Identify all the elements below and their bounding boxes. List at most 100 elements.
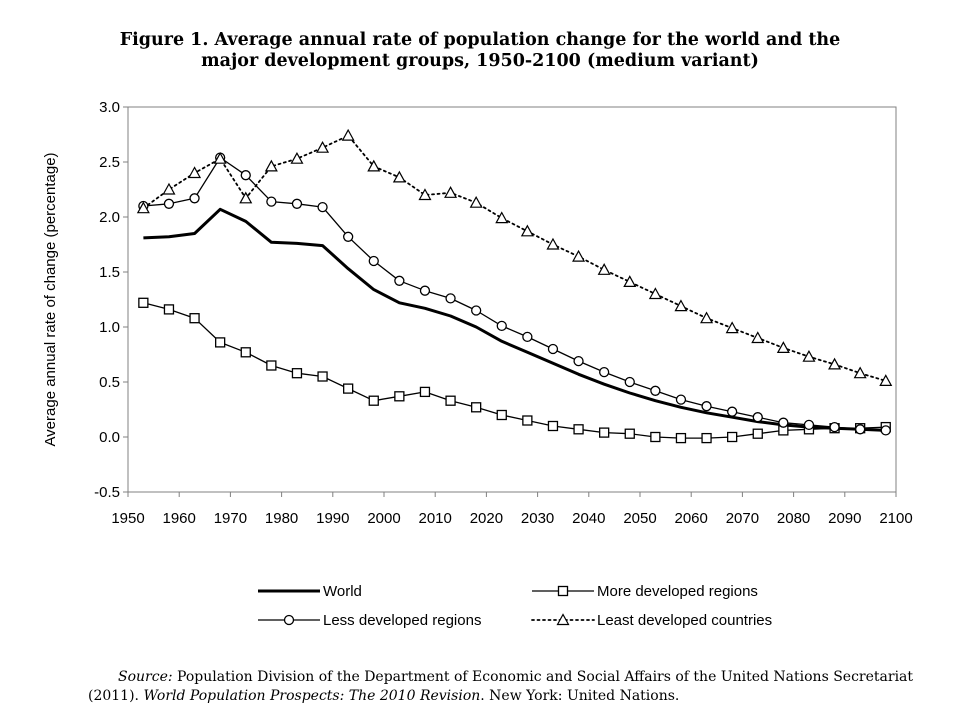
data-point-less-developed-regions	[855, 424, 866, 435]
legend-label: World	[323, 583, 362, 600]
series-line-least-developed-countries	[142, 134, 887, 382]
data-point-least-developed-countries	[572, 249, 586, 262]
data-point-least-developed-countries	[674, 299, 688, 312]
data-point-more-developed-regions	[215, 337, 226, 348]
legend-swatch-marker	[557, 585, 569, 597]
data-point-least-developed-countries	[828, 357, 842, 370]
data-point-less-developed-regions	[291, 198, 303, 209]
source-label: Source:	[118, 669, 173, 685]
source-note: Source: Population Division of the Depar…	[88, 668, 913, 706]
data-point-least-developed-countries	[264, 159, 278, 172]
series-world	[143, 207, 886, 432]
data-point-least-developed-countries	[725, 321, 739, 334]
data-point-less-developed-regions	[599, 366, 610, 378]
data-point-less-developed-regions	[266, 196, 277, 207]
data-point-more-developed-regions	[701, 432, 712, 444]
legend-item-more-developed-regions: More developed regions	[532, 583, 758, 600]
legend-label: More developed regions	[597, 583, 758, 600]
y-tick-label: 0.5	[99, 374, 120, 391]
data-point-least-developed-countries	[341, 128, 355, 141]
source-text-prefix: (2011).	[88, 688, 144, 704]
series-less-developed-regions	[138, 152, 891, 436]
x-tick-label: 2030	[521, 510, 554, 527]
data-point-least-developed-countries	[776, 341, 790, 353]
data-point-less-developed-regions	[829, 421, 840, 433]
x-tick-label: 2070	[726, 510, 759, 527]
data-point-less-developed-regions	[727, 406, 738, 417]
data-point-less-developed-regions	[496, 320, 507, 332]
legend-swatch-marker	[283, 614, 295, 626]
data-point-least-developed-countries	[597, 263, 611, 275]
data-point-more-developed-regions	[496, 409, 507, 421]
y-tick-label: 0.0	[99, 429, 120, 446]
data-point-least-developed-countries	[444, 186, 458, 198]
data-point-least-developed-countries	[469, 195, 483, 208]
data-point-less-developed-regions	[778, 417, 789, 428]
plot-frame	[127, 106, 897, 493]
x-tick-label: 2050	[623, 510, 656, 527]
legend-label: Less developed regions	[323, 612, 481, 629]
figure-title-line-2: major development groups, 1950-2100 (med…	[201, 51, 759, 71]
x-tick-label: 1960	[163, 510, 196, 527]
y-tick-label: 2.0	[99, 209, 120, 226]
data-point-more-developed-regions	[291, 368, 303, 379]
legend-label: Least developed countries	[597, 612, 772, 629]
data-point-least-developed-countries	[802, 349, 816, 362]
data-point-more-developed-regions	[522, 415, 533, 426]
x-tick-label: 2000	[367, 510, 400, 527]
data-point-least-developed-countries	[495, 211, 509, 224]
data-point-least-developed-countries	[623, 275, 637, 287]
data-point-less-developed-regions	[650, 385, 661, 396]
x-tick-label: 1950	[111, 510, 144, 527]
x-tick-label: 2100	[879, 510, 912, 527]
data-point-more-developed-regions	[445, 395, 456, 406]
series-line-more-developed-regions	[143, 302, 886, 439]
x-tick-label: 2060	[675, 510, 708, 527]
data-point-more-developed-regions	[317, 371, 328, 382]
data-point-more-developed-regions	[343, 383, 354, 394]
data-point-less-developed-regions	[163, 198, 175, 209]
data-point-less-developed-regions	[803, 419, 815, 431]
data-point-less-developed-regions	[445, 293, 456, 304]
data-point-less-developed-regions	[471, 305, 482, 316]
x-tick-label: 1980	[265, 510, 298, 527]
x-tick-label: 1970	[214, 510, 247, 527]
figure-title-line-1: Figure 1. Average annual rate of populat…	[119, 30, 841, 50]
data-point-more-developed-regions	[266, 360, 277, 371]
data-point-least-developed-countries	[136, 201, 150, 214]
data-point-least-developed-countries	[520, 224, 534, 237]
data-point-less-developed-regions	[701, 401, 712, 412]
y-tick-label: 3.0	[99, 99, 120, 116]
data-point-less-developed-regions	[394, 275, 405, 286]
x-tick-label: 2080	[777, 510, 810, 527]
data-point-less-developed-regions	[317, 201, 328, 213]
data-point-less-developed-regions	[573, 355, 584, 367]
series-line-world	[143, 207, 886, 432]
data-point-more-developed-regions	[368, 395, 379, 406]
data-point-less-developed-regions	[880, 425, 891, 436]
data-point-more-developed-regions	[624, 428, 635, 439]
data-point-more-developed-regions	[163, 304, 175, 315]
data-point-less-developed-regions	[752, 412, 763, 423]
legend-item-least-developed-countries: Least developed countries	[531, 612, 772, 629]
data-point-least-developed-countries	[700, 311, 714, 324]
data-point-least-developed-countries	[546, 237, 560, 250]
x-tick-label: 1990	[316, 510, 349, 527]
data-point-less-developed-regions	[675, 394, 687, 405]
data-point-less-developed-regions	[547, 343, 559, 355]
x-tick-label: 2020	[470, 510, 503, 527]
data-point-least-developed-countries	[367, 159, 381, 172]
data-point-more-developed-regions	[547, 420, 559, 432]
data-point-less-developed-regions	[240, 170, 251, 181]
legend-swatch-marker	[556, 613, 570, 626]
data-point-less-developed-regions	[343, 231, 354, 242]
data-point-less-developed-regions	[368, 255, 379, 267]
data-point-more-developed-regions	[471, 402, 482, 413]
series-more-developed-regions	[138, 297, 891, 444]
data-point-more-developed-regions	[138, 297, 149, 308]
figure-title: Figure 1. Average annual rate of populat…	[100, 30, 860, 72]
data-point-least-developed-countries	[316, 140, 330, 153]
y-axis-label: Average annual rate of change (percentag…	[42, 152, 59, 446]
source-text-line-1: Population Division of the Department of…	[172, 669, 914, 685]
